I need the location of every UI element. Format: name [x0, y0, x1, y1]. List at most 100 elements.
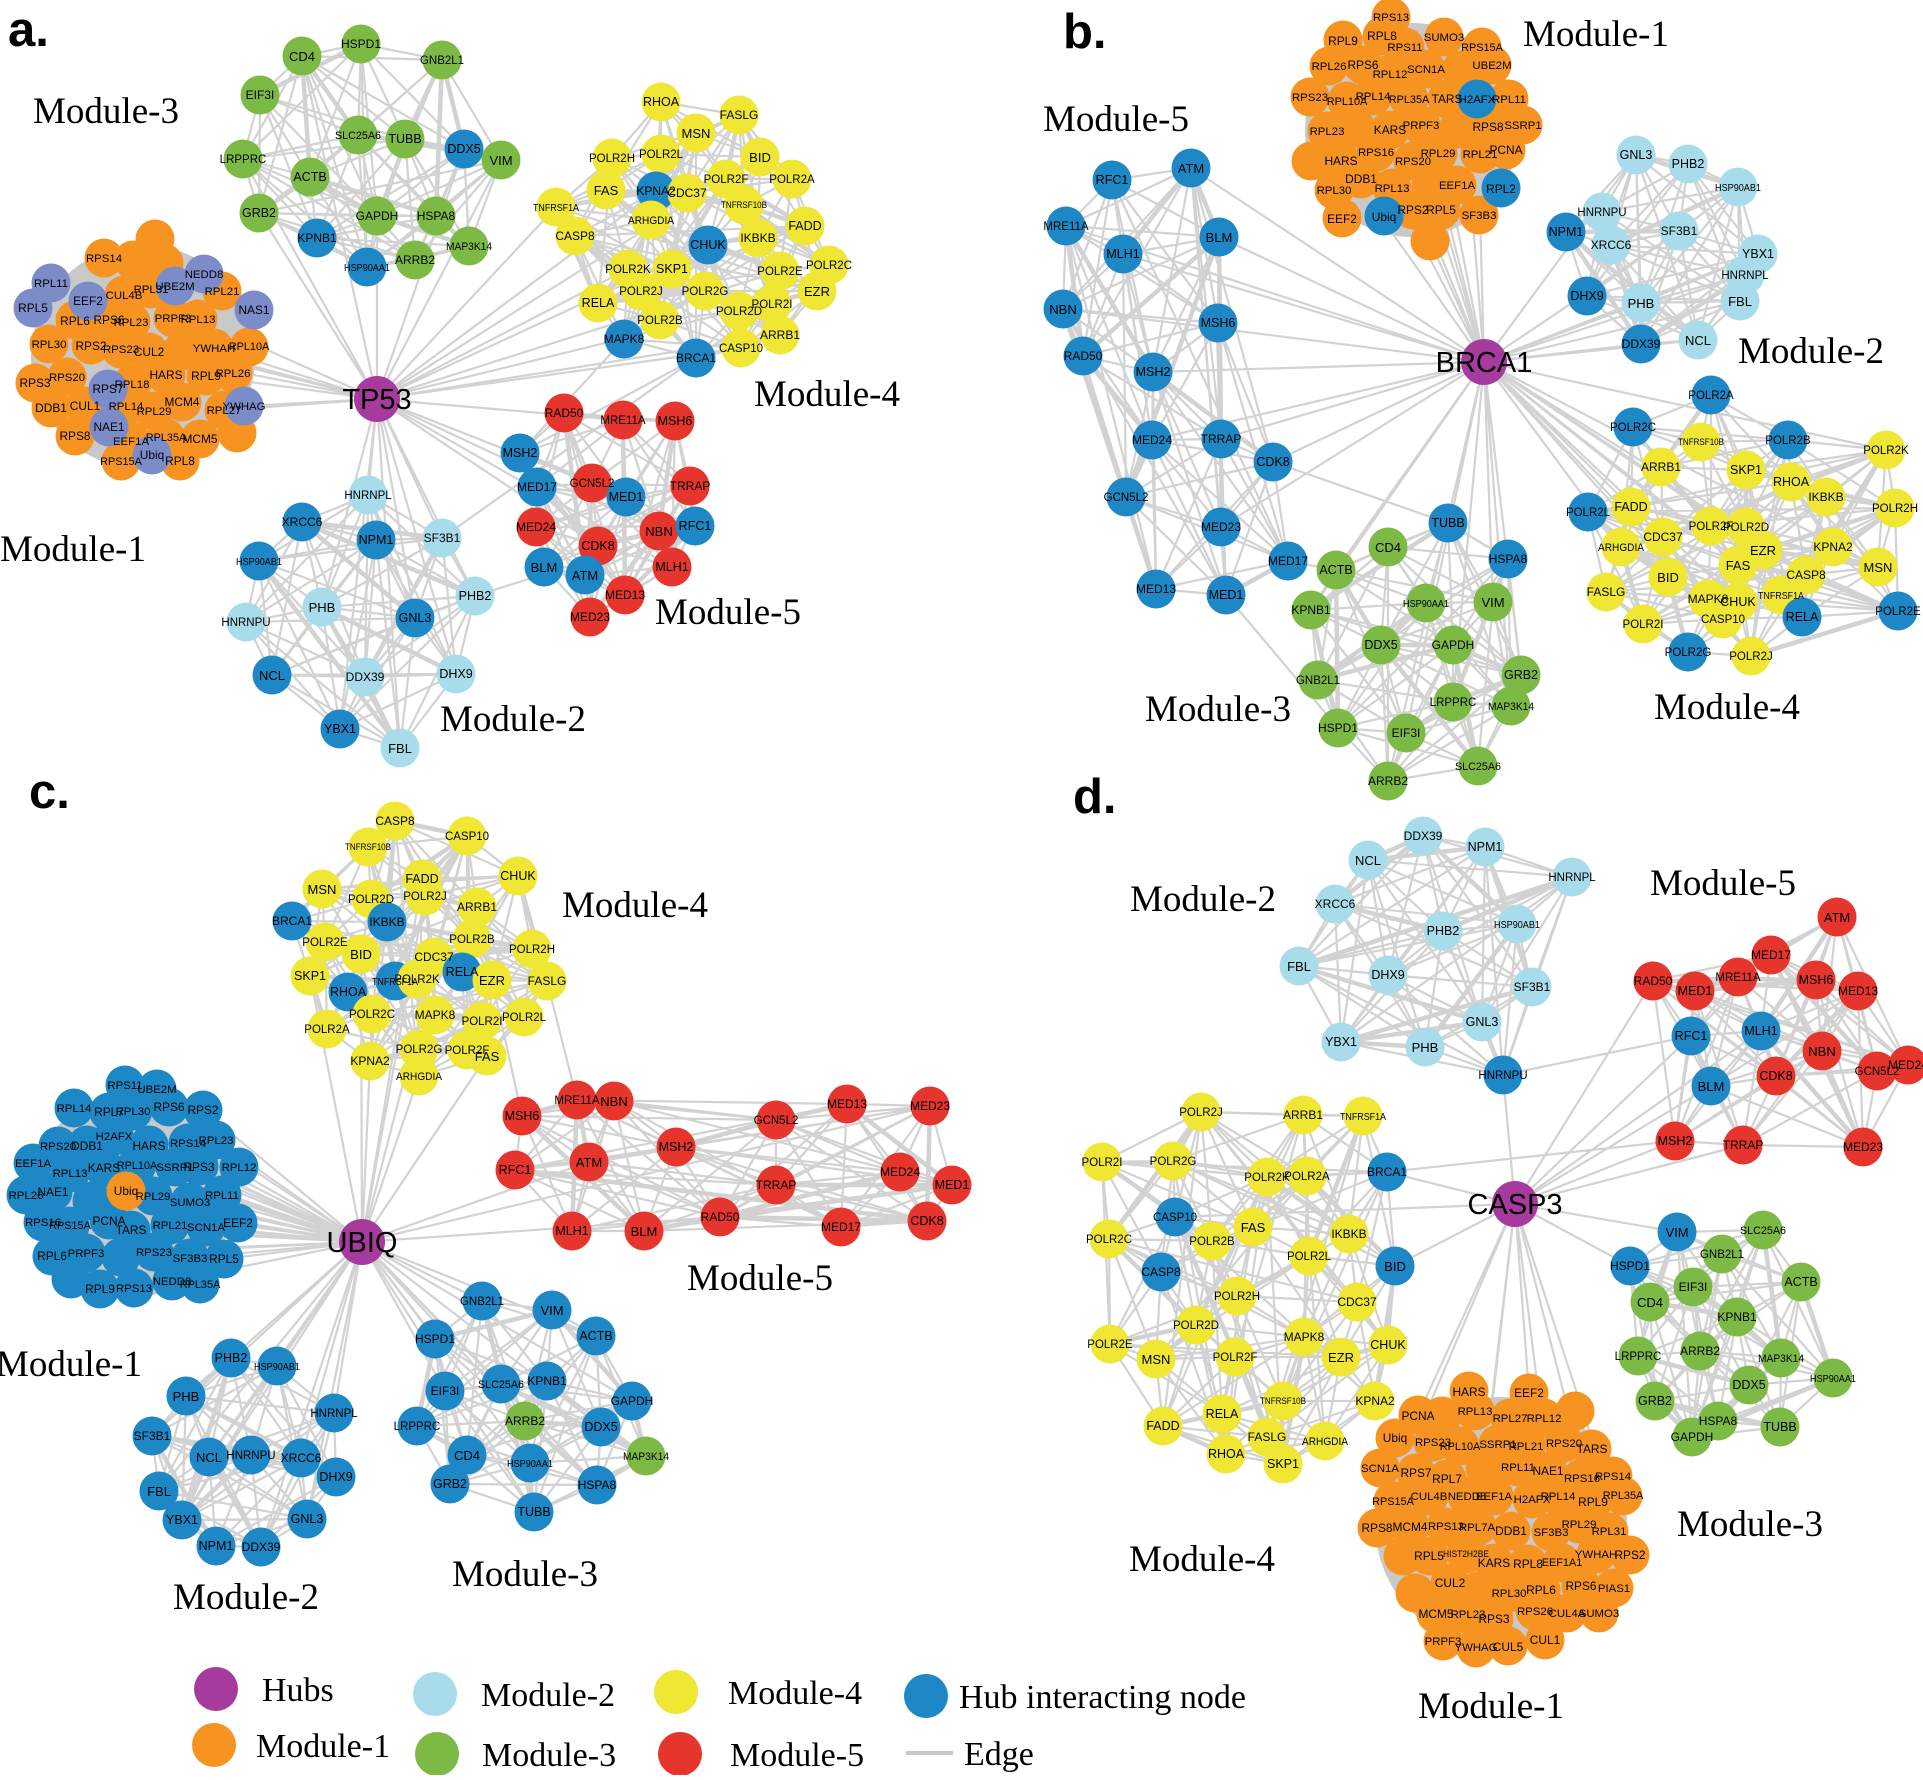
svg-text:GNL3: GNL3 [291, 1512, 324, 1526]
svg-text:RPL35A: RPL35A [146, 432, 187, 444]
svg-text:Module-4: Module-4 [1129, 1539, 1275, 1580]
svg-text:TNFRSF1A: TNFRSF1A [533, 202, 579, 214]
svg-text:NEDD8: NEDD8 [185, 269, 224, 281]
svg-text:HNRNPU: HNRNPU [1577, 207, 1626, 219]
svg-text:HNRNPU: HNRNPU [226, 1450, 275, 1462]
svg-text:POLR2H: POLR2H [1872, 503, 1918, 515]
svg-text:Module-2: Module-2 [481, 1677, 615, 1714]
svg-text:XRCC6: XRCC6 [281, 1451, 322, 1465]
svg-text:RPL9: RPL9 [85, 1282, 115, 1296]
svg-text:MLH1: MLH1 [655, 560, 688, 574]
svg-text:Module-5: Module-5 [1650, 863, 1796, 904]
svg-text:GNL3: GNL3 [399, 611, 432, 625]
svg-text:HSPA8: HSPA8 [417, 209, 456, 223]
svg-text:NPM1: NPM1 [1549, 225, 1584, 239]
svg-text:FBL: FBL [388, 741, 412, 756]
svg-text:MED24: MED24 [1132, 433, 1172, 447]
svg-text:MRE11A: MRE11A [1715, 972, 1760, 984]
svg-text:Module-5: Module-5 [730, 1737, 864, 1774]
svg-text:FASLG: FASLG [528, 974, 567, 988]
svg-text:GRB2: GRB2 [1638, 1394, 1672, 1408]
svg-text:RPL8: RPL8 [165, 454, 195, 468]
svg-text:Ubiq: Ubiq [1372, 210, 1396, 224]
svg-text:HSPD1: HSPD1 [415, 1332, 455, 1346]
svg-text:DHX9: DHX9 [319, 1470, 352, 1484]
svg-text:HNRNPL: HNRNPL [1548, 872, 1596, 884]
svg-text:MED13: MED13 [1838, 984, 1878, 998]
svg-text:PCNA: PCNA [92, 1214, 125, 1228]
svg-text:EIF3I: EIF3I [1679, 1280, 1708, 1294]
svg-text:RPS13: RPS13 [116, 1283, 152, 1295]
svg-text:Module-2: Module-2 [440, 699, 586, 740]
svg-text:RPL7: RPL7 [1432, 1472, 1462, 1486]
svg-text:HSP90AB1: HSP90AB1 [1494, 919, 1540, 931]
svg-text:GRB2: GRB2 [242, 206, 276, 220]
svg-text:BRCA1: BRCA1 [1367, 1165, 1407, 1179]
svg-text:CHUK: CHUK [500, 869, 536, 883]
svg-text:ATM: ATM [572, 568, 598, 583]
svg-text:RPL6: RPL6 [60, 314, 90, 328]
svg-text:RPL12: RPL12 [1527, 1413, 1562, 1425]
svg-text:ACTB: ACTB [1319, 563, 1352, 577]
svg-text:GRB2: GRB2 [433, 1477, 467, 1491]
svg-text:UBIQ: UBIQ [327, 1227, 398, 1259]
svg-text:ARRB1: ARRB1 [760, 328, 800, 342]
svg-text:CUL4A: CUL4A [1549, 1608, 1586, 1620]
svg-text:POLR2B: POLR2B [1765, 435, 1811, 447]
svg-text:EIF3I: EIF3I [246, 88, 275, 102]
svg-text:GNB2L1: GNB2L1 [420, 55, 464, 67]
svg-text:d.: d. [1073, 770, 1117, 824]
svg-text:NCL: NCL [1355, 853, 1381, 868]
svg-text:POLR2E: POLR2E [1875, 606, 1921, 618]
svg-text:DDB1: DDB1 [1345, 172, 1377, 186]
svg-text:GCN5L2: GCN5L2 [754, 1115, 799, 1127]
svg-text:SF3B1: SF3B1 [1661, 224, 1698, 238]
svg-text:TNFRSF1A: TNFRSF1A [1340, 1111, 1386, 1123]
svg-text:POLR2C: POLR2C [349, 1009, 395, 1021]
svg-text:FAS: FAS [594, 183, 619, 198]
svg-text:IKBKB: IKBKB [1331, 1227, 1366, 1241]
svg-text:CASP8: CASP8 [1141, 1265, 1181, 1279]
svg-text:SCN1A: SCN1A [187, 1222, 225, 1234]
svg-text:POLR2J: POLR2J [1729, 651, 1772, 663]
svg-text:RELA: RELA [1206, 1407, 1239, 1421]
svg-text:MED1: MED1 [1209, 588, 1244, 602]
svg-text:SF3B3: SF3B3 [173, 1253, 208, 1265]
svg-text:CD4: CD4 [289, 49, 315, 64]
svg-text:RPL11: RPL11 [1501, 1462, 1535, 1474]
svg-text:SSRP1: SSRP1 [1479, 1439, 1516, 1451]
svg-text:CHUK: CHUK [690, 238, 726, 252]
svg-text:MAP3K14: MAP3K14 [446, 241, 492, 253]
svg-text:EIF3I: EIF3I [1392, 726, 1421, 740]
svg-text:SKP1: SKP1 [1730, 463, 1762, 477]
svg-text:TUBB: TUBB [1763, 1420, 1796, 1434]
svg-text:GNL3: GNL3 [1466, 1015, 1499, 1029]
svg-text:YBX1: YBX1 [166, 1513, 198, 1527]
svg-text:FBL: FBL [1728, 294, 1752, 309]
svg-text:RPL6: RPL6 [1526, 1583, 1556, 1597]
svg-text:RPS8: RPS8 [1472, 120, 1503, 134]
svg-text:MED13: MED13 [605, 588, 645, 602]
svg-text:KPNA2: KPNA2 [1813, 540, 1853, 554]
svg-text:ATM: ATM [1178, 161, 1204, 176]
svg-text:MSH6: MSH6 [505, 1109, 540, 1123]
svg-text:RPL10A: RPL10A [117, 1160, 158, 1172]
svg-text:MAPK8: MAPK8 [415, 1008, 456, 1022]
svg-text:HARS: HARS [132, 1139, 165, 1153]
svg-text:MED17: MED17 [1751, 948, 1791, 962]
svg-text:MLH1: MLH1 [555, 1224, 588, 1238]
svg-text:POLR2B: POLR2B [637, 315, 683, 327]
svg-text:LRPPRC: LRPPRC [220, 154, 267, 166]
svg-text:POLR2F: POLR2F [704, 174, 749, 186]
svg-text:UBE2M: UBE2M [137, 1084, 176, 1096]
svg-text:RPL29: RPL29 [136, 1191, 171, 1203]
svg-text:PCNA: PCNA [1489, 143, 1522, 157]
svg-text:HNRNPL: HNRNPL [344, 490, 392, 502]
svg-text:POLR2J: POLR2J [403, 891, 446, 903]
svg-text:RPS13: RPS13 [1373, 12, 1409, 24]
svg-text:ARRB1: ARRB1 [1641, 460, 1681, 474]
svg-text:MSH6: MSH6 [1799, 973, 1834, 987]
svg-text:MED1: MED1 [1678, 984, 1713, 998]
svg-text:HARS: HARS [1324, 154, 1357, 168]
svg-text:PIAS1: PIAS1 [1598, 1583, 1630, 1595]
